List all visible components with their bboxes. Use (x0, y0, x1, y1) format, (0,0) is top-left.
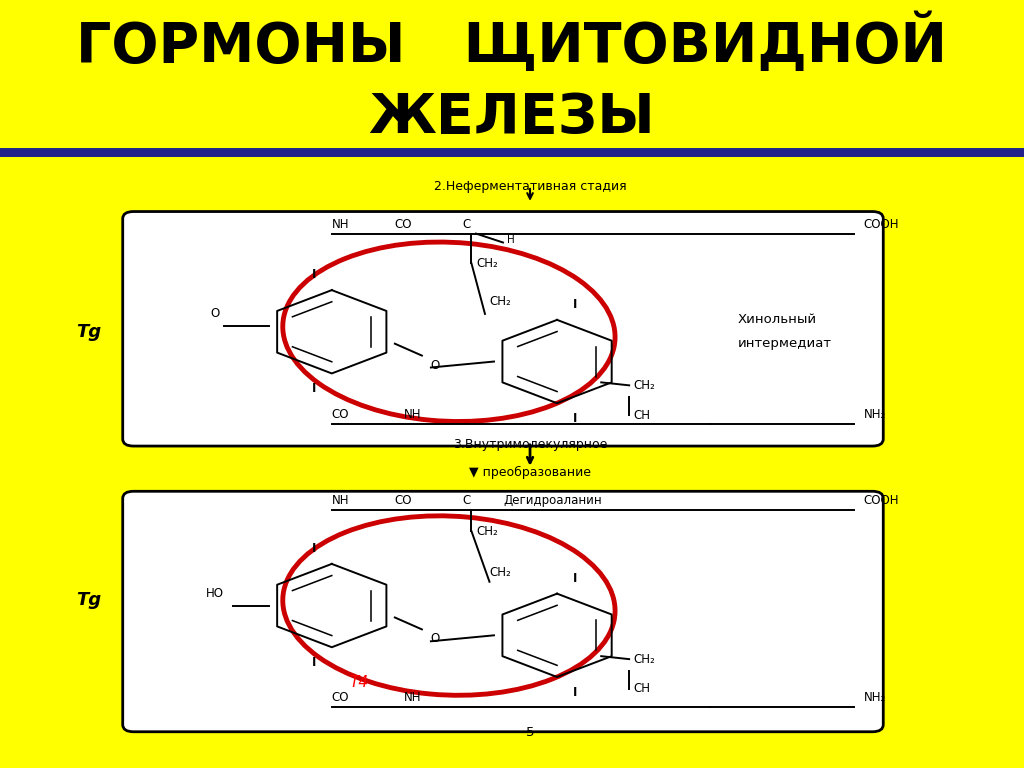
Text: NH₂: NH₂ (863, 408, 886, 421)
Text: Дегидроаланин: Дегидроаланин (503, 495, 602, 508)
Text: COOH: COOH (863, 495, 899, 508)
FancyBboxPatch shape (123, 211, 884, 446)
Text: CH₂: CH₂ (634, 379, 655, 392)
Text: T4: T4 (349, 675, 369, 690)
Text: I: I (311, 656, 316, 669)
Text: CO: CO (332, 408, 349, 421)
Text: CH₂: CH₂ (489, 295, 511, 308)
Text: CO: CO (395, 217, 413, 230)
Text: O: O (431, 632, 440, 645)
Text: I: I (311, 382, 316, 396)
Text: 3.Внутримолекулярное: 3.Внутримолекулярное (453, 438, 607, 451)
Text: I: I (572, 571, 578, 584)
Text: I: I (572, 298, 578, 311)
Text: C: C (463, 217, 471, 230)
Text: CH: CH (634, 683, 650, 695)
Text: NH: NH (332, 495, 349, 508)
Text: 2.Неферментативная стадия: 2.Неферментативная стадия (434, 180, 627, 193)
Text: интермедиат: интермедиат (737, 337, 831, 350)
Text: CH₂: CH₂ (476, 257, 498, 270)
Text: NH: NH (403, 690, 421, 703)
Text: HO: HO (206, 587, 223, 600)
Text: Хинольный: Хинольный (737, 313, 816, 326)
Text: ЖЕЛЕЗЫ: ЖЕЛЕЗЫ (369, 91, 655, 145)
Text: CH₂: CH₂ (489, 566, 511, 579)
Text: I: I (311, 542, 316, 555)
Text: Tg: Tg (76, 591, 101, 608)
Text: NH₂: NH₂ (863, 690, 886, 703)
Text: I: I (572, 686, 578, 699)
Text: H: H (508, 234, 515, 244)
Text: CO: CO (395, 495, 413, 508)
Text: O: O (431, 359, 440, 372)
Text: COOH: COOH (863, 217, 899, 230)
Text: I: I (572, 412, 578, 425)
Text: CH₂: CH₂ (476, 525, 498, 538)
Text: I: I (311, 268, 316, 281)
Text: ▼ преобразование: ▼ преобразование (469, 465, 591, 478)
Text: Tg: Tg (76, 323, 101, 341)
Text: NH: NH (403, 408, 421, 421)
Text: 5: 5 (525, 727, 535, 740)
Text: O: O (210, 307, 219, 319)
FancyBboxPatch shape (123, 492, 884, 732)
Text: NH: NH (332, 217, 349, 230)
Text: C: C (463, 495, 471, 508)
Text: CO: CO (332, 690, 349, 703)
Text: CH: CH (634, 409, 650, 422)
Text: CH₂: CH₂ (634, 653, 655, 666)
Text: ГОРМОНЫ   ЩИТОВИДНОЙ: ГОРМОНЫ ЩИТОВИДНОЙ (77, 14, 947, 74)
